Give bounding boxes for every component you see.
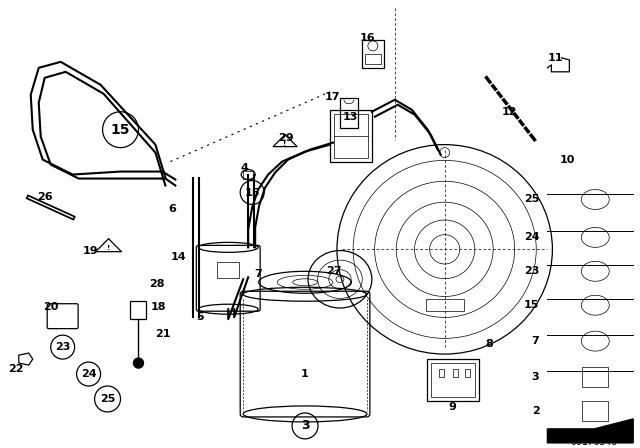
Text: 20: 20 <box>43 302 58 312</box>
Text: 26: 26 <box>37 193 52 202</box>
Bar <box>452 369 458 377</box>
Text: 15: 15 <box>111 123 131 137</box>
Text: 21: 21 <box>155 329 170 339</box>
Text: 14: 14 <box>170 252 186 263</box>
Text: 1: 1 <box>301 369 309 379</box>
Bar <box>217 263 239 278</box>
Text: 15: 15 <box>244 188 260 198</box>
Text: 11: 11 <box>548 53 563 63</box>
Bar <box>362 40 384 68</box>
Polygon shape <box>547 419 633 443</box>
Bar <box>131 301 147 319</box>
Text: 25: 25 <box>100 394 115 404</box>
Text: 10: 10 <box>559 155 575 164</box>
Text: 6: 6 <box>168 204 176 215</box>
Text: 23: 23 <box>524 266 540 276</box>
Bar <box>340 98 358 128</box>
Text: 17: 17 <box>324 92 340 102</box>
Text: 15: 15 <box>524 300 540 310</box>
Bar <box>365 54 381 64</box>
Text: 2: 2 <box>532 406 540 416</box>
Text: 27: 27 <box>326 266 342 276</box>
Text: 7: 7 <box>254 269 262 279</box>
Text: 24: 24 <box>524 233 540 242</box>
Text: 4: 4 <box>240 163 248 172</box>
Text: 22: 22 <box>8 364 24 374</box>
Bar <box>582 367 608 387</box>
Text: 25: 25 <box>524 194 540 204</box>
Text: !: ! <box>107 246 110 251</box>
Circle shape <box>134 358 143 368</box>
Text: 29: 29 <box>278 133 294 142</box>
Bar <box>431 363 475 397</box>
Text: 7: 7 <box>532 336 540 346</box>
Text: 00176346: 00176346 <box>571 437 618 447</box>
Text: 24: 24 <box>81 369 97 379</box>
Bar <box>465 369 470 377</box>
Bar <box>243 171 253 179</box>
Bar <box>330 110 372 162</box>
Text: 9: 9 <box>449 402 456 412</box>
Text: 16: 16 <box>360 33 376 43</box>
Text: !: ! <box>284 141 287 146</box>
Bar <box>334 114 368 158</box>
Text: 13: 13 <box>342 112 358 122</box>
Bar <box>438 369 444 377</box>
Text: 12: 12 <box>502 107 517 117</box>
Bar <box>426 299 463 311</box>
Text: 3: 3 <box>301 419 309 432</box>
Text: 8: 8 <box>486 339 493 349</box>
Text: 28: 28 <box>148 279 164 289</box>
Text: 19: 19 <box>83 246 99 256</box>
Text: 18: 18 <box>150 302 166 312</box>
Text: 23: 23 <box>55 342 70 352</box>
Bar <box>582 401 608 421</box>
Bar <box>427 359 479 401</box>
Text: 3: 3 <box>532 372 540 382</box>
Text: 5: 5 <box>196 312 204 322</box>
